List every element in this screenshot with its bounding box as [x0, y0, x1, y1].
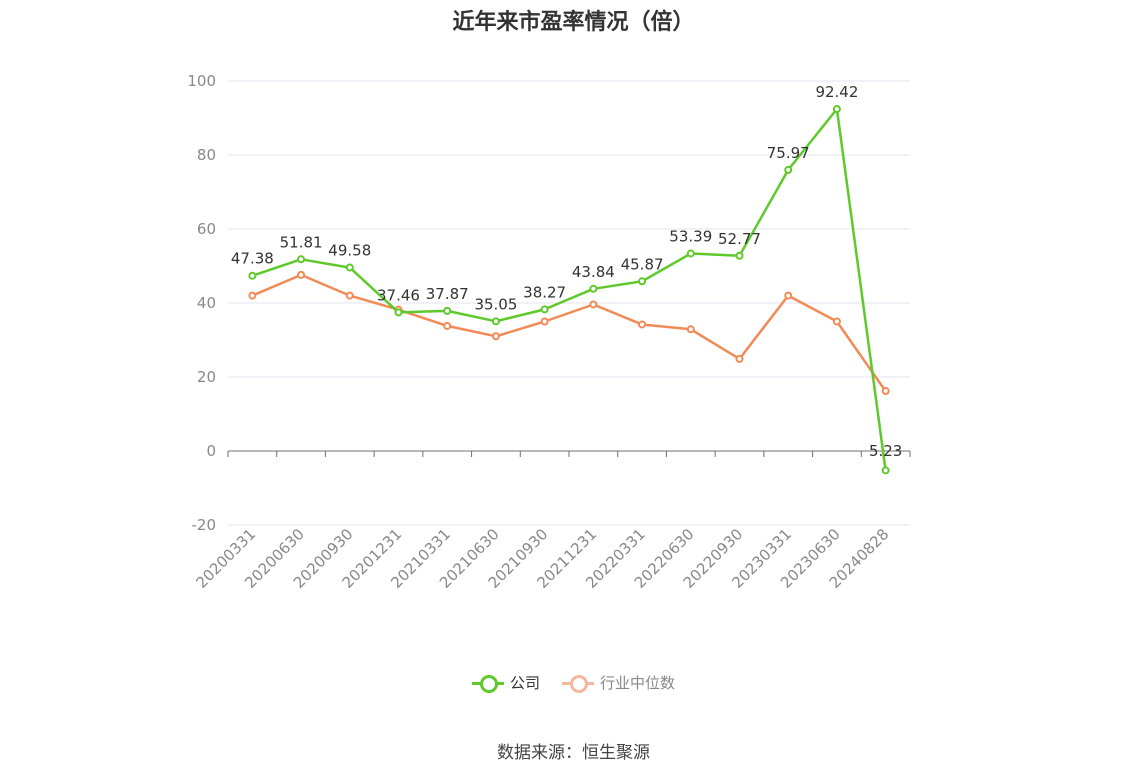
y-tick-label: 0: [206, 442, 216, 460]
y-tick-label: -20: [192, 516, 217, 534]
company-data-label: 53.39: [669, 227, 712, 245]
y-tick-label: 60: [197, 220, 216, 238]
company-data-point: [784, 165, 793, 174]
company-data-label: 38.27: [523, 283, 566, 301]
y-tick-label: 40: [197, 294, 216, 312]
industry-data-point: [248, 291, 257, 300]
company-data-point: [735, 251, 744, 260]
legend-label-company: 公司: [509, 674, 540, 692]
y-tick-label: 20: [197, 368, 216, 386]
industry-data-point: [540, 317, 549, 326]
legend-item-company[interactable]: 公司: [471, 672, 540, 693]
y-tick-label: 100: [187, 72, 216, 90]
industry-data-point: [491, 332, 500, 341]
company-data-point: [248, 271, 257, 280]
legend-line-circle-icon: [471, 673, 504, 693]
company-data-label: 47.38: [231, 250, 274, 268]
company-data-label: 49.58: [328, 242, 371, 260]
company-data-point: [345, 263, 354, 272]
industry-data-point: [297, 270, 306, 279]
chart-title: 近年来市盈率情况（倍）: [452, 10, 695, 35]
company-data-label: 52.77: [718, 230, 761, 248]
company-data-label: 35.05: [474, 295, 517, 313]
company-data-label: 75.97: [767, 144, 810, 162]
industry-data-point: [345, 291, 354, 300]
industry-data-point: [881, 387, 890, 396]
legend-item-industry[interactable]: 行业中位数: [562, 672, 675, 693]
company-series-line: [252, 107, 887, 471]
industry-data-point: [589, 300, 598, 309]
company-data-point: [881, 466, 890, 475]
industry-data-point: [443, 321, 452, 330]
company-data-point: [540, 305, 549, 314]
industry-data-point: [832, 317, 841, 326]
data-source: 数据来源：恒生聚源: [497, 743, 650, 763]
industry-data-point: [686, 325, 695, 334]
company-data-point: [394, 308, 403, 317]
company-data-label: 5.23: [869, 442, 902, 460]
company-data-label: 92.42: [815, 83, 858, 101]
company-data-point: [443, 306, 452, 315]
company-data-label: 37.87: [426, 285, 469, 303]
company-data-point: [297, 255, 306, 264]
industry-data-point: [638, 320, 647, 329]
company-data-label: 51.81: [280, 233, 323, 251]
company-data-label: 45.87: [621, 255, 664, 273]
company-data-point: [589, 284, 598, 293]
legend-label-industry: 行业中位数: [600, 674, 676, 692]
company-data-point: [686, 249, 695, 258]
company-data-point: [832, 105, 841, 114]
company-data-label: 43.84: [572, 263, 615, 281]
industry-series-line: [251, 273, 887, 392]
company-data-label: 37.46: [377, 286, 420, 304]
chart-legend: 公司 行业中位数: [0, 672, 1147, 693]
company-data-point: [638, 277, 647, 286]
industry-data-point: [735, 354, 744, 363]
y-tick-label: 80: [197, 146, 216, 164]
company-data-point: [491, 317, 500, 326]
industry-data-point: [784, 291, 793, 300]
legend-line-circle-icon: [562, 673, 594, 693]
